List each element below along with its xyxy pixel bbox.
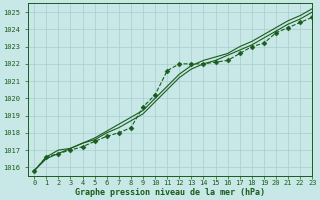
X-axis label: Graphe pression niveau de la mer (hPa): Graphe pression niveau de la mer (hPa) bbox=[75, 188, 265, 197]
